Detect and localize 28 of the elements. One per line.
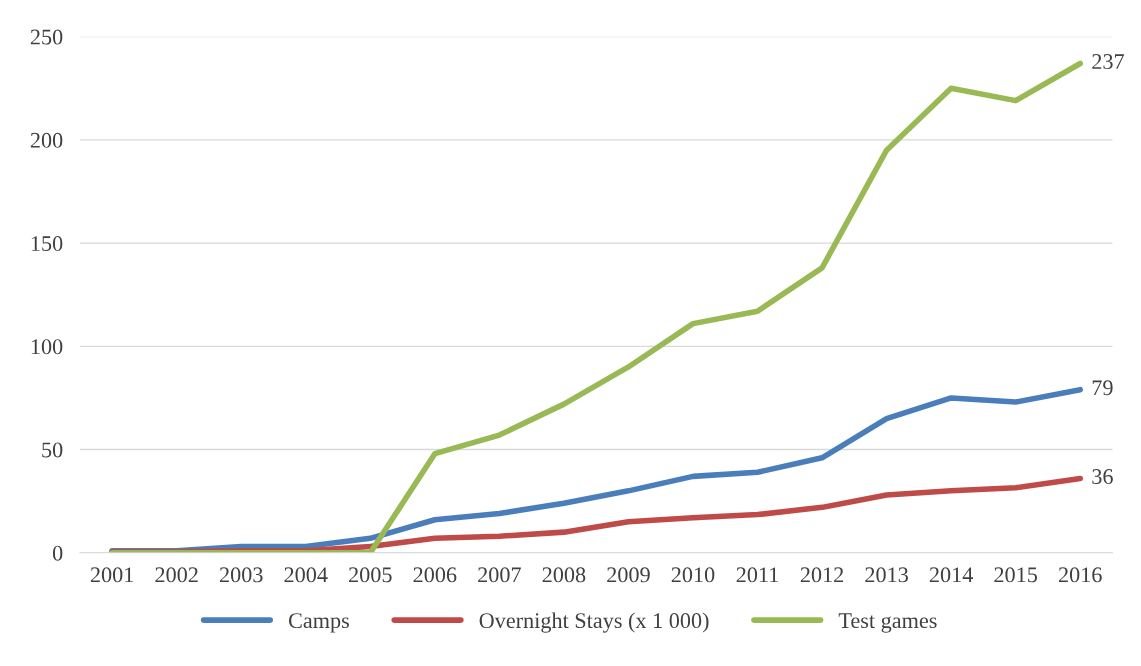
y-tick-label: 250 xyxy=(30,29,63,45)
x-tick-label: 2004 xyxy=(284,567,328,583)
x-tick-label: 2008 xyxy=(542,567,586,583)
x-tick-label: 2016 xyxy=(1058,567,1102,583)
x-tick-label: 2011 xyxy=(736,567,778,583)
annotation: 36 xyxy=(1092,469,1113,485)
x-tick-label: 2005 xyxy=(349,567,392,583)
legend-label: Camps xyxy=(288,613,349,633)
x-tick-label: 2002 xyxy=(155,567,198,583)
y-tick-label: 50 xyxy=(42,442,63,458)
y-tick-label: 100 xyxy=(31,339,63,355)
x-tick-label: 2003 xyxy=(219,567,263,583)
x-tick-label: 2012 xyxy=(800,567,844,583)
x-tick-label: 2001 xyxy=(90,567,134,583)
x-tick-label: 2014 xyxy=(929,567,974,583)
x-tick-label: 2009 xyxy=(607,567,650,583)
x-tick-label: 2007 xyxy=(478,567,521,583)
x-tick-label: 2010 xyxy=(671,567,715,583)
annotation: 237 xyxy=(1092,54,1125,70)
legend-label: Test games xyxy=(838,613,937,633)
x-tick-label: 2015 xyxy=(994,567,1038,583)
y-tick-label: 200 xyxy=(30,132,63,148)
x-tick-label: 2006 xyxy=(413,567,457,583)
annotation: 79 xyxy=(1092,380,1113,396)
x-tick-label: 2013 xyxy=(865,567,908,583)
y-tick-label: 150 xyxy=(31,236,63,252)
y-tick-label: 0 xyxy=(52,545,63,561)
legend-label: Overnight Stays (x 1 000) xyxy=(479,612,709,633)
